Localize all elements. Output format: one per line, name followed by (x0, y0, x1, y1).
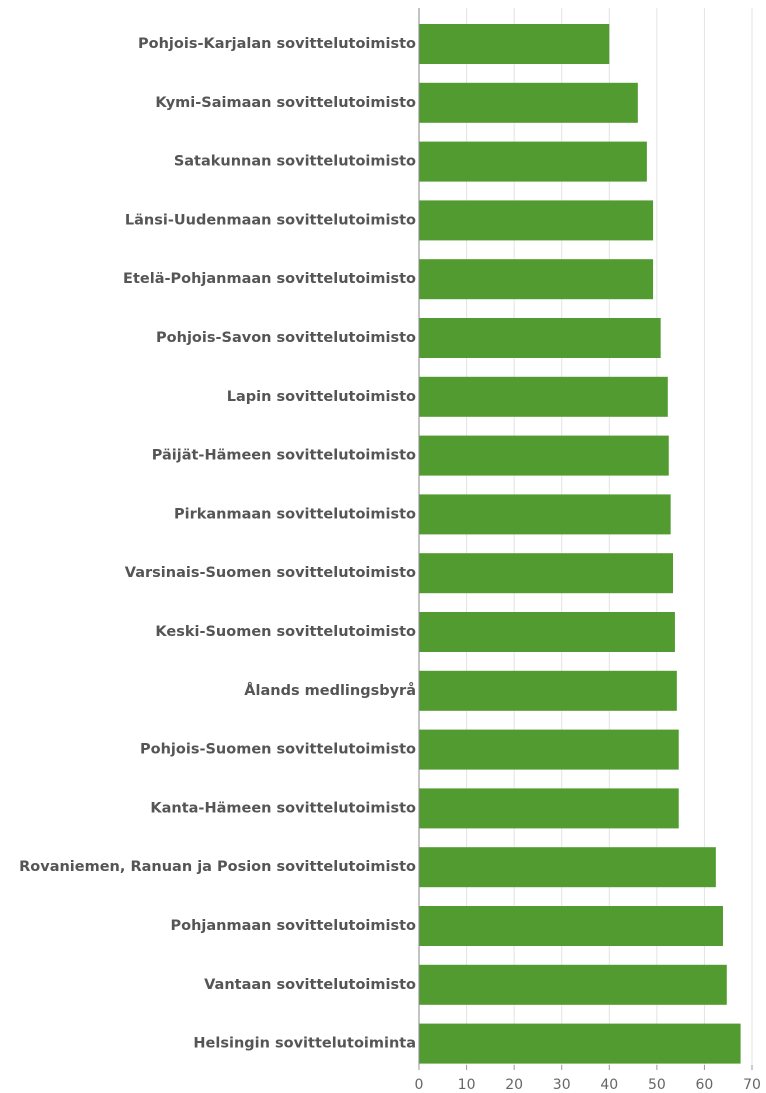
x-tick-label: 60 (696, 1077, 714, 1093)
bar (419, 553, 674, 594)
bar (419, 1023, 741, 1064)
x-tick-label: 20 (505, 1077, 523, 1093)
y-tick-label: Päijät-Hämeen sovittelutoimisto (152, 448, 416, 464)
y-tick-label: Kymi-Saimaan sovittelutoimisto (155, 95, 416, 111)
y-tick-label: Lapin sovittelutoimisto (227, 389, 416, 405)
bar (419, 788, 679, 829)
bar (419, 964, 727, 1005)
x-tick-label: 10 (458, 1077, 476, 1093)
bar (419, 259, 654, 300)
y-tick-label: Länsi-Uudenmaan sovittelutoimisto (125, 212, 416, 228)
y-tick-label: Varsinais-Suomen sovittelutoimisto (125, 565, 416, 581)
x-tick-label: 40 (600, 1077, 618, 1093)
y-tick-label: Pohjois-Karjalan sovittelutoimisto (138, 36, 416, 52)
y-tick-label: Pohjanmaan sovittelutoimisto (170, 918, 416, 934)
bar (419, 24, 610, 64)
bar (419, 494, 671, 535)
y-tick-label: Ålands medlingsbyrå (244, 682, 416, 699)
y-tick-label: Etelä-Pohjanmaan sovittelutoimisto (123, 271, 416, 287)
x-tick-label: 30 (553, 1077, 571, 1093)
bar (419, 729, 679, 770)
bar (419, 612, 675, 652)
x-tick-label: 0 (415, 1077, 424, 1093)
y-tick-label: Keski-Suomen sovittelutoimisto (155, 624, 416, 640)
y-tick-label: Satakunnan sovittelutoimisto (174, 154, 416, 170)
y-tick-label: Pohjois-Savon sovittelutoimisto (156, 330, 416, 346)
y-tick-label: Kanta-Hämeen sovittelutoimisto (150, 800, 416, 816)
y-tick-label: Helsingin sovittelutoiminta (193, 1036, 416, 1052)
y-tick-label: Vantaan sovittelutoimisto (204, 977, 416, 993)
bar (419, 435, 669, 476)
x-tick-label: 50 (648, 1077, 666, 1093)
bar (419, 318, 661, 358)
y-tick-label: Pohjois-Suomen sovittelutoimisto (140, 742, 416, 758)
bar (419, 200, 654, 241)
bar (419, 670, 677, 711)
bar (419, 141, 647, 182)
bar (419, 847, 716, 888)
bar (419, 906, 723, 946)
y-tick-label: Pirkanmaan sovittelutoimisto (174, 506, 416, 522)
bar (419, 82, 638, 123)
bar (419, 376, 668, 417)
x-tick-label: 70 (743, 1077, 761, 1093)
y-tick-label: Rovaniemen, Ranuan ja Posion sovitteluto… (19, 859, 416, 875)
